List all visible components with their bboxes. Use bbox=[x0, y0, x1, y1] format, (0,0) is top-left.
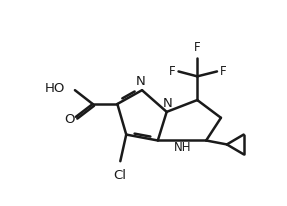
Text: F: F bbox=[194, 41, 201, 54]
Text: N: N bbox=[136, 75, 146, 88]
Text: Cl: Cl bbox=[113, 169, 126, 182]
Text: O: O bbox=[64, 113, 74, 126]
Text: F: F bbox=[169, 65, 176, 78]
Text: NH: NH bbox=[174, 141, 191, 154]
Text: N: N bbox=[163, 97, 172, 110]
Text: F: F bbox=[220, 65, 226, 78]
Text: HO: HO bbox=[45, 82, 65, 95]
